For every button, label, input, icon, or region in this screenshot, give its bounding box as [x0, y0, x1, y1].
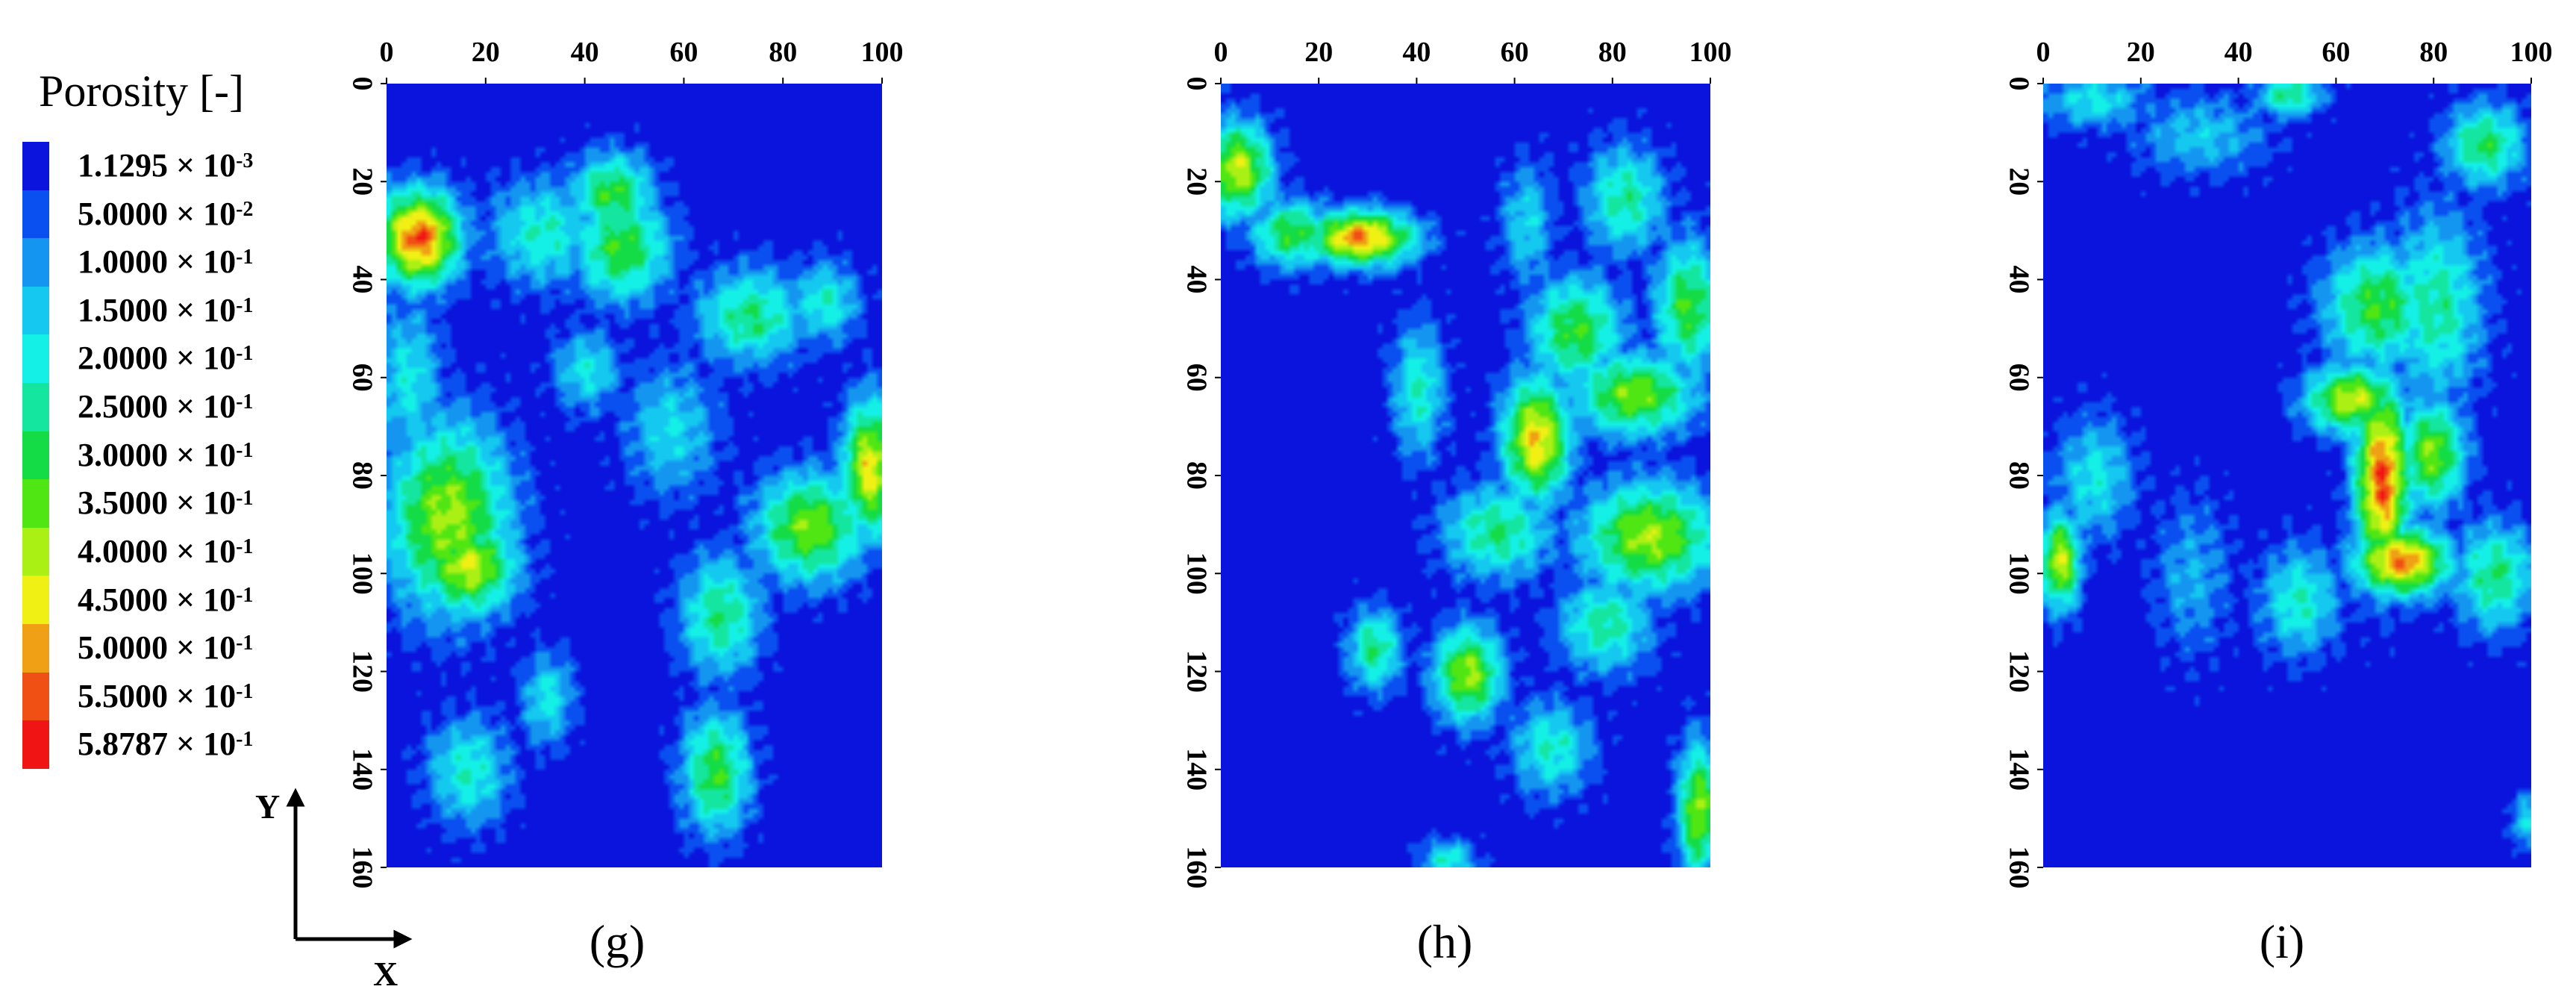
legend-swatch: [22, 383, 49, 431]
legend-label: 5.5000 × 10-1: [78, 677, 254, 714]
legend-label: 2.5000 × 10-1: [78, 388, 254, 425]
legend-label: 3.5000 × 10-1: [78, 484, 254, 522]
x-tick-label: 20: [2127, 37, 2155, 68]
x-axis-indicator-label: X: [373, 955, 398, 993]
x-tick-label: 80: [2419, 37, 2448, 68]
y-tick-label: 40: [1181, 266, 1212, 294]
y-tick-label: 160: [2003, 847, 2034, 889]
legend-label: 4.0000 × 10-1: [78, 532, 254, 570]
legend-label: 3.0000 × 10-1: [78, 436, 254, 473]
x-tick-label: 0: [380, 37, 394, 68]
heatmap-image: [387, 84, 882, 867]
legend-swatch: [22, 334, 49, 384]
legend-label: 2.0000 × 10-1: [78, 340, 254, 377]
y-tick-label: 80: [2003, 461, 2034, 490]
legend-title: Porosity [-]: [39, 66, 244, 116]
y-tick-label: 0: [2003, 77, 2034, 91]
y-tick-label: 120: [346, 650, 378, 693]
x-tick-label: 0: [2036, 37, 2051, 68]
x-tick-label: 100: [1689, 37, 1732, 68]
x-tick-label: 60: [669, 37, 698, 68]
heatmap-panel: 0 20 40 60 80 100 0 20 40 60 80 100 120 140 160: [346, 37, 903, 889]
legend-swatch: [22, 576, 49, 625]
y-tick-label: 80: [346, 461, 378, 490]
x-tick-label: 100: [2510, 37, 2553, 68]
y-tick-label: 60: [2003, 364, 2034, 392]
x-tick-label: 40: [1402, 37, 1431, 68]
y-tick-label: 60: [1181, 364, 1212, 392]
heatmap-panel: 0 20 40 60 80 100 0 20 40 60 80 100 120 140 160: [1181, 37, 1731, 889]
legend-label: 5.0000 × 10-1: [78, 629, 254, 667]
y-tick-label: 40: [346, 266, 378, 294]
legend-swatch: [22, 720, 49, 769]
x-tick-label: 60: [1501, 37, 1529, 68]
x-tick-label: 80: [1598, 37, 1627, 68]
x-tick-label: 80: [769, 37, 797, 68]
y-tick-label: 100: [346, 552, 378, 595]
legend-label: 5.0000 × 10-2: [78, 195, 254, 232]
x-tick-label: 20: [1304, 37, 1333, 68]
legend-label: 5.8787 × 10-1: [78, 726, 254, 763]
heatmap-image: [2043, 84, 2531, 867]
legend-label: 4.5000 × 10-1: [78, 581, 254, 618]
legend-swatch: [22, 142, 49, 190]
y-tick-label: 20: [346, 167, 378, 196]
y-axis-indicator-label: Y: [255, 788, 280, 826]
legend-swatch: [22, 431, 49, 480]
legend-label: 1.5000 × 10-1: [78, 291, 254, 328]
legend-swatch: [22, 238, 49, 287]
legend-swatch: [22, 286, 49, 335]
y-tick-label: 0: [346, 77, 378, 91]
legend-swatch: [22, 527, 49, 576]
y-tick-label: 140: [2003, 748, 2034, 791]
y-tick-label: 160: [1181, 847, 1212, 889]
legend-label: 1.1295 × 10-3: [78, 147, 254, 184]
y-tick-label: 0: [1181, 77, 1212, 91]
x-tick-label: 40: [2225, 37, 2253, 68]
legend-swatch: [22, 672, 49, 721]
heatmap-image: [1221, 84, 1710, 867]
y-tick-label: 120: [1181, 650, 1212, 693]
legend-swatch: [22, 624, 49, 673]
legend-swatch: [22, 479, 49, 528]
x-tick-label: 0: [1214, 37, 1228, 68]
y-tick-label: 100: [2003, 552, 2034, 595]
panel-caption-i: (i): [2259, 915, 2305, 968]
y-tick-label: 140: [1181, 748, 1212, 791]
x-tick-label: 20: [472, 37, 500, 68]
y-tick-label: 20: [1181, 167, 1212, 196]
legend-colorbar: [22, 142, 49, 769]
axes-indicator: Y X: [255, 788, 413, 993]
panel-caption-h: (h): [1416, 915, 1473, 968]
legend-swatch: [22, 190, 49, 239]
y-tick-label: 40: [2003, 266, 2034, 294]
y-tick-label: 160: [346, 847, 378, 889]
y-tick-label: 120: [2003, 650, 2034, 693]
y-tick-label: 140: [346, 748, 378, 791]
x-tick-label: 100: [861, 37, 904, 68]
x-tick-label: 60: [2322, 37, 2350, 68]
heatmap-panel: 0 20 40 60 80 100 0 20 40 60 80 100 120 140 160: [2003, 37, 2552, 889]
y-tick-label: 20: [2003, 167, 2034, 196]
panel-caption-g: (g): [589, 915, 645, 968]
y-tick-label: 100: [1181, 552, 1212, 595]
x-tick-label: 40: [571, 37, 599, 68]
y-tick-label: 80: [1181, 461, 1212, 490]
y-tick-label: 60: [346, 364, 378, 392]
legend-label: 1.0000 × 10-1: [78, 243, 254, 281]
